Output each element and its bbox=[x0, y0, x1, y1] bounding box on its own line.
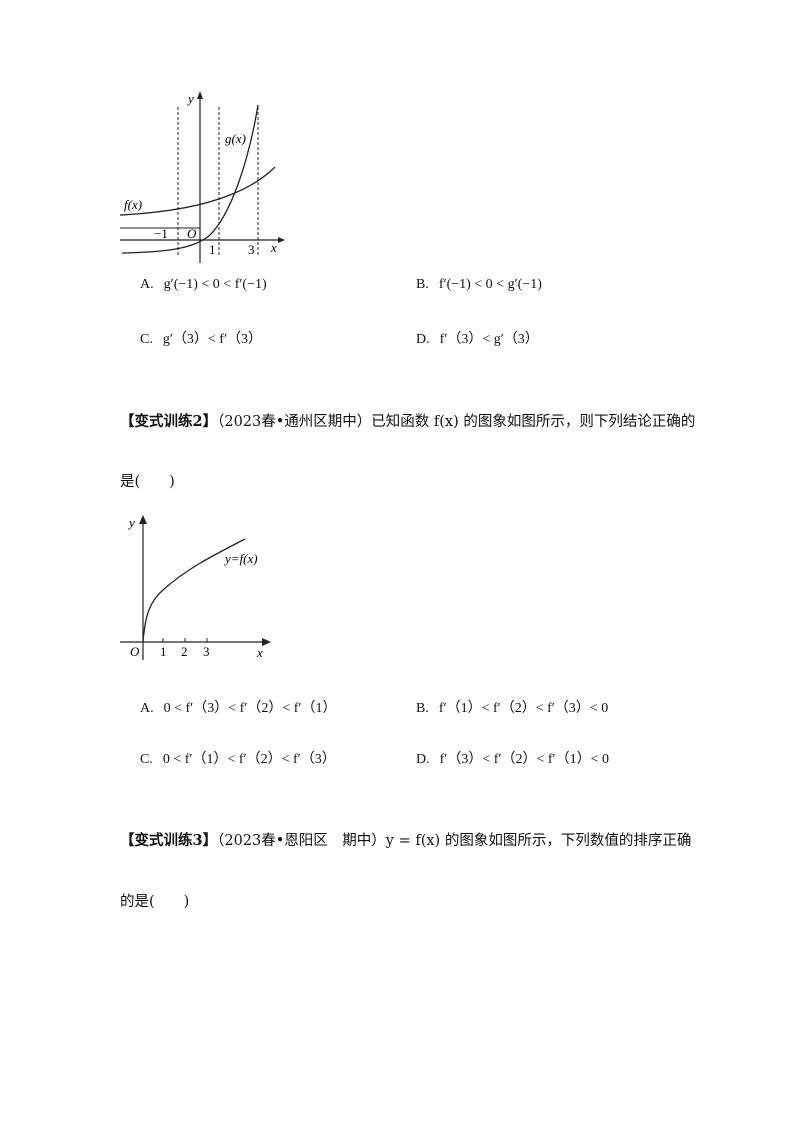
q1-option-a-expr: g′(−1) < 0 < f′(−1) bbox=[163, 277, 267, 292]
figure2-tick-1: 1 bbox=[160, 644, 167, 659]
q1-option-a[interactable]: A. g′(−1) < 0 < f′(−1) bbox=[140, 276, 267, 293]
figure1-x-label: x bbox=[270, 240, 277, 255]
q1-option-b-expr: f′(−1) < 0 < g′(−1) bbox=[438, 277, 542, 292]
q2-option-b-label: B. bbox=[416, 701, 429, 716]
q2-option-c-expr: 0 < f′（1）< f′（2）< f′（3） bbox=[162, 752, 336, 767]
figure1-g-label: g(x) bbox=[225, 131, 246, 146]
q2-option-d-expr: f′（3）< f′（2）< f′（1）< 0 bbox=[439, 752, 609, 767]
figure1-graph: y x O g(x) f(x) −1 1 3 bbox=[119, 91, 285, 263]
figure1-tick-neg1: −1 bbox=[154, 226, 168, 241]
figure1-f-label: f(x) bbox=[124, 197, 142, 212]
q2-tag: 【变式训练2】 bbox=[120, 413, 218, 430]
q3-stem-line2: 的是( ) bbox=[120, 890, 189, 911]
figure2-tick-2: 2 bbox=[181, 644, 188, 659]
q2-option-c-label: C. bbox=[140, 752, 153, 767]
q1-option-d[interactable]: D. f′（3）< g′（3） bbox=[416, 328, 539, 348]
figure1-y-arrow bbox=[197, 91, 203, 99]
q3-tag: 【变式训练3】 bbox=[120, 832, 218, 849]
q1-option-b[interactable]: B. f′(−1) < 0 < g′(−1) bbox=[416, 276, 542, 293]
q1-option-a-label: A. bbox=[140, 277, 154, 292]
figure2-curve-label: y=f(x) bbox=[223, 551, 258, 566]
figure2-x-label: x bbox=[256, 645, 263, 660]
figure1-origin: O bbox=[187, 226, 197, 241]
q2-option-a-expr: 0 < f′（3）< f′（2）< f′（1） bbox=[163, 701, 337, 716]
q2-option-b[interactable]: B. f′（1）< f′（2）< f′（3）< 0 bbox=[416, 697, 608, 717]
q3-text2: 的是( ) bbox=[120, 894, 190, 910]
figure1-f-curve bbox=[119, 166, 276, 216]
figure2-x-arrow bbox=[262, 638, 271, 646]
q1-option-d-label: D. bbox=[416, 332, 430, 347]
figure1-g-curve bbox=[121, 104, 259, 254]
figure2-graph: y x O y=f(x) 1 2 3 bbox=[120, 515, 271, 660]
figure1-tick-3: 3 bbox=[248, 242, 255, 257]
figure1-x-arrow bbox=[278, 237, 285, 243]
figure2-origin: O bbox=[130, 644, 140, 659]
q2-option-a-label: A. bbox=[140, 701, 154, 716]
q1-option-c-label: C. bbox=[140, 332, 153, 347]
q1-option-b-label: B. bbox=[416, 277, 429, 292]
q2-stem-line2: 是( ) bbox=[120, 470, 175, 491]
q2-option-b-expr: f′（1）< f′（2）< f′（3）< 0 bbox=[438, 701, 609, 716]
q2-option-d[interactable]: D. f′（3）< f′（2）< f′（1）< 0 bbox=[416, 748, 609, 768]
figure2-tick-3: 3 bbox=[203, 644, 210, 659]
figure2-y-arrow bbox=[139, 515, 147, 524]
q3-text: （2023春•恩阳区 期中）y = f(x) 的图象如图所示，下列数值的排序正确 bbox=[217, 833, 692, 849]
figure1-y-label: y bbox=[186, 91, 194, 106]
q2-stem: 【变式训练2】（2023春•通州区期中）已知函数 f(x) 的图象如图所示，则下… bbox=[120, 410, 695, 431]
q3-stem: 【变式训练3】（2023春•恩阳区 期中）y = f(x) 的图象如图所示，下列… bbox=[120, 829, 691, 850]
figure1-tick-1: 1 bbox=[209, 242, 216, 257]
q2-option-a[interactable]: A. 0 < f′（3）< f′（2）< f′（1） bbox=[140, 697, 337, 717]
q2-text2: 是( ) bbox=[120, 474, 175, 490]
q1-option-c-expr: g′（3）< f′（3） bbox=[162, 332, 263, 347]
q2-option-d-label: D. bbox=[416, 752, 430, 767]
q2-text: （2023春•通州区期中）已知函数 f(x) 的图象如图所示，则下列结论正确的 bbox=[217, 414, 696, 430]
q2-option-c[interactable]: C. 0 < f′（1）< f′（2）< f′（3） bbox=[140, 748, 336, 768]
figure2-curve bbox=[142, 538, 246, 643]
q1-option-d-expr: f′（3）< g′（3） bbox=[439, 332, 539, 347]
figure2-y-label: y bbox=[127, 515, 135, 530]
q1-option-c[interactable]: C. g′（3）< f′（3） bbox=[140, 328, 262, 348]
